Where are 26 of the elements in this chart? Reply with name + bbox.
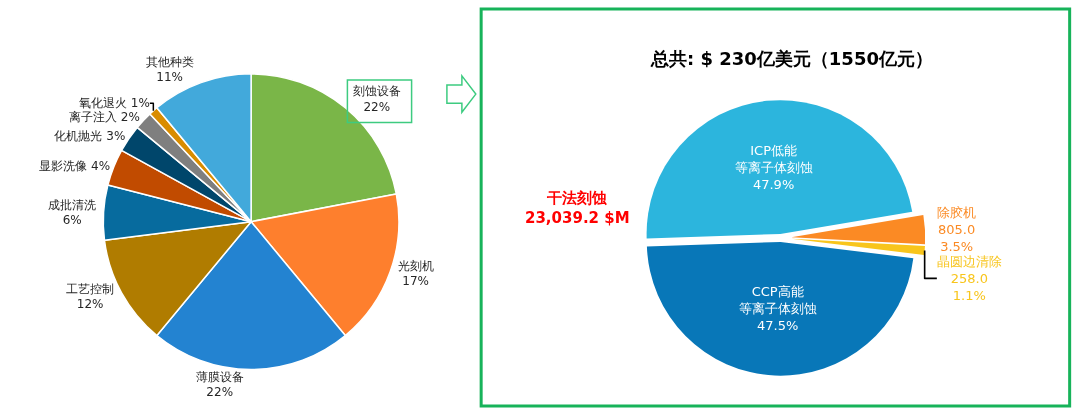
- data-label: 22%: [363, 99, 391, 114]
- slice-label: 其他种类: [145, 54, 194, 69]
- data-label: 17%: [402, 274, 429, 289]
- slice-label: 薄膜设备: [195, 369, 244, 384]
- text: 干法刻蚀 23,039.2 $M: [525, 189, 630, 227]
- data-label: 258.0 1.1%: [950, 270, 988, 303]
- slice-label: 显影洗像 4%: [39, 159, 111, 174]
- data-label: 12%: [76, 297, 104, 312]
- chart-title: 总共: $ 230亿美元（1550亿元）: [650, 48, 933, 69]
- data-label: 805.0 3.5%: [938, 222, 976, 254]
- slice-label: 刻蚀设备: [352, 84, 401, 99]
- slice-label: 成批清洗: [48, 197, 97, 212]
- data-label: 22%: [206, 385, 234, 400]
- slice-label: 光刻机: [397, 258, 434, 273]
- slice-label: 氧化退火 1%: [78, 96, 150, 111]
- slice-label: 工艺控制: [66, 281, 115, 296]
- data-label: 11%: [156, 70, 183, 85]
- slice-label: 除胶机: [937, 205, 977, 221]
- slice-label: 晶圆边清除: [936, 253, 1002, 269]
- data-label: 47.9%: [752, 176, 795, 192]
- data-label: 47.5%: [757, 318, 799, 334]
- slice-label: ICP低能等离子体刻蚀: [734, 142, 813, 175]
- slice-label: 离子注入 2%: [68, 110, 140, 125]
- slice-label: CCP高能等离子体刻蚀: [738, 284, 817, 317]
- slice-label: 化机抛光 3%: [54, 129, 126, 144]
- data-label: 6%: [62, 213, 82, 228]
